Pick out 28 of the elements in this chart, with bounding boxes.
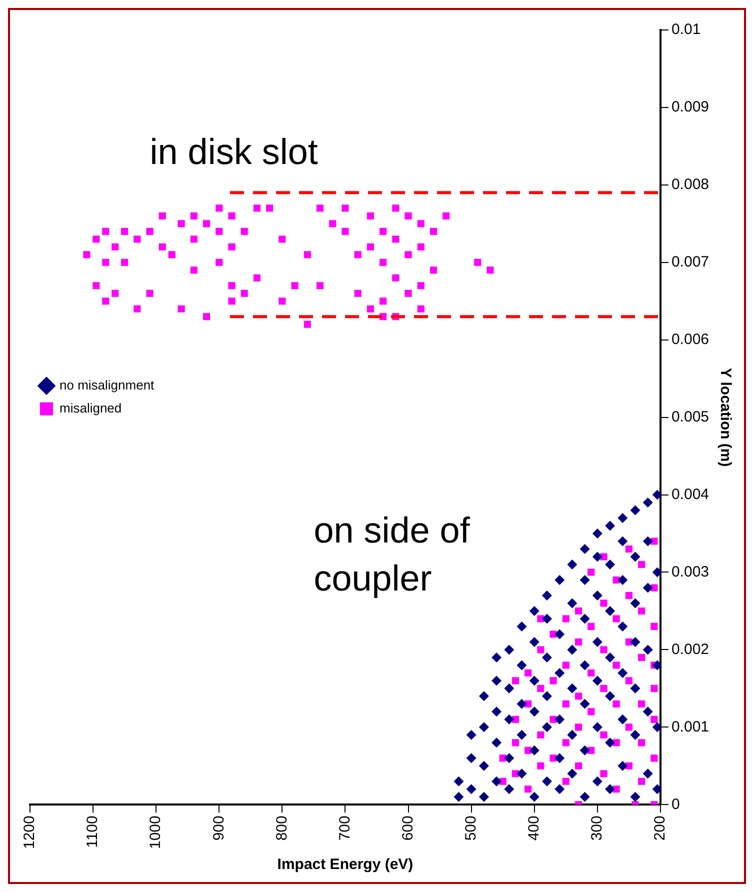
y-tick-label: 0.01 xyxy=(671,21,701,38)
legend-label: misaligned xyxy=(60,400,122,416)
y-tick-label: 0.008 xyxy=(671,176,710,194)
x-axis-title: Impact Energy (eV) xyxy=(277,856,414,874)
y-tick-label: 0.007 xyxy=(671,254,710,271)
x-tick-label: 1200 xyxy=(21,816,38,850)
x-tick-label: 600 xyxy=(399,816,416,841)
x-tick-label: 300 xyxy=(588,816,606,841)
x-tick-label: 700 xyxy=(336,816,354,841)
legend-label: no misalignment xyxy=(60,377,155,392)
x-tick-label: 1100 xyxy=(84,816,102,848)
x-tick-label: 500 xyxy=(462,816,480,841)
y-tick-label: 0.002 xyxy=(671,640,710,658)
y-tick-label: 0.005 xyxy=(671,408,710,426)
x-tick-label: 900 xyxy=(210,816,228,841)
y-tick-label: 0 xyxy=(671,796,680,813)
annotation: on side of coupler xyxy=(314,510,471,599)
x-tick-label: 400 xyxy=(526,816,543,841)
annotation: in disk slot xyxy=(150,130,318,172)
y-tick-label: 0.009 xyxy=(671,98,710,116)
y-tick-label: 0.006 xyxy=(671,330,710,348)
x-tick-label: 200 xyxy=(652,816,669,841)
y-axis-title: Y location (m) xyxy=(716,368,734,467)
x-tick-label: 800 xyxy=(273,816,290,841)
y-tick-label: 0.001 xyxy=(671,718,710,736)
y-tick-label: 0.003 xyxy=(671,563,710,580)
y-tick-label: 0.004 xyxy=(671,486,710,503)
x-tick-label: 1000 xyxy=(147,816,164,850)
